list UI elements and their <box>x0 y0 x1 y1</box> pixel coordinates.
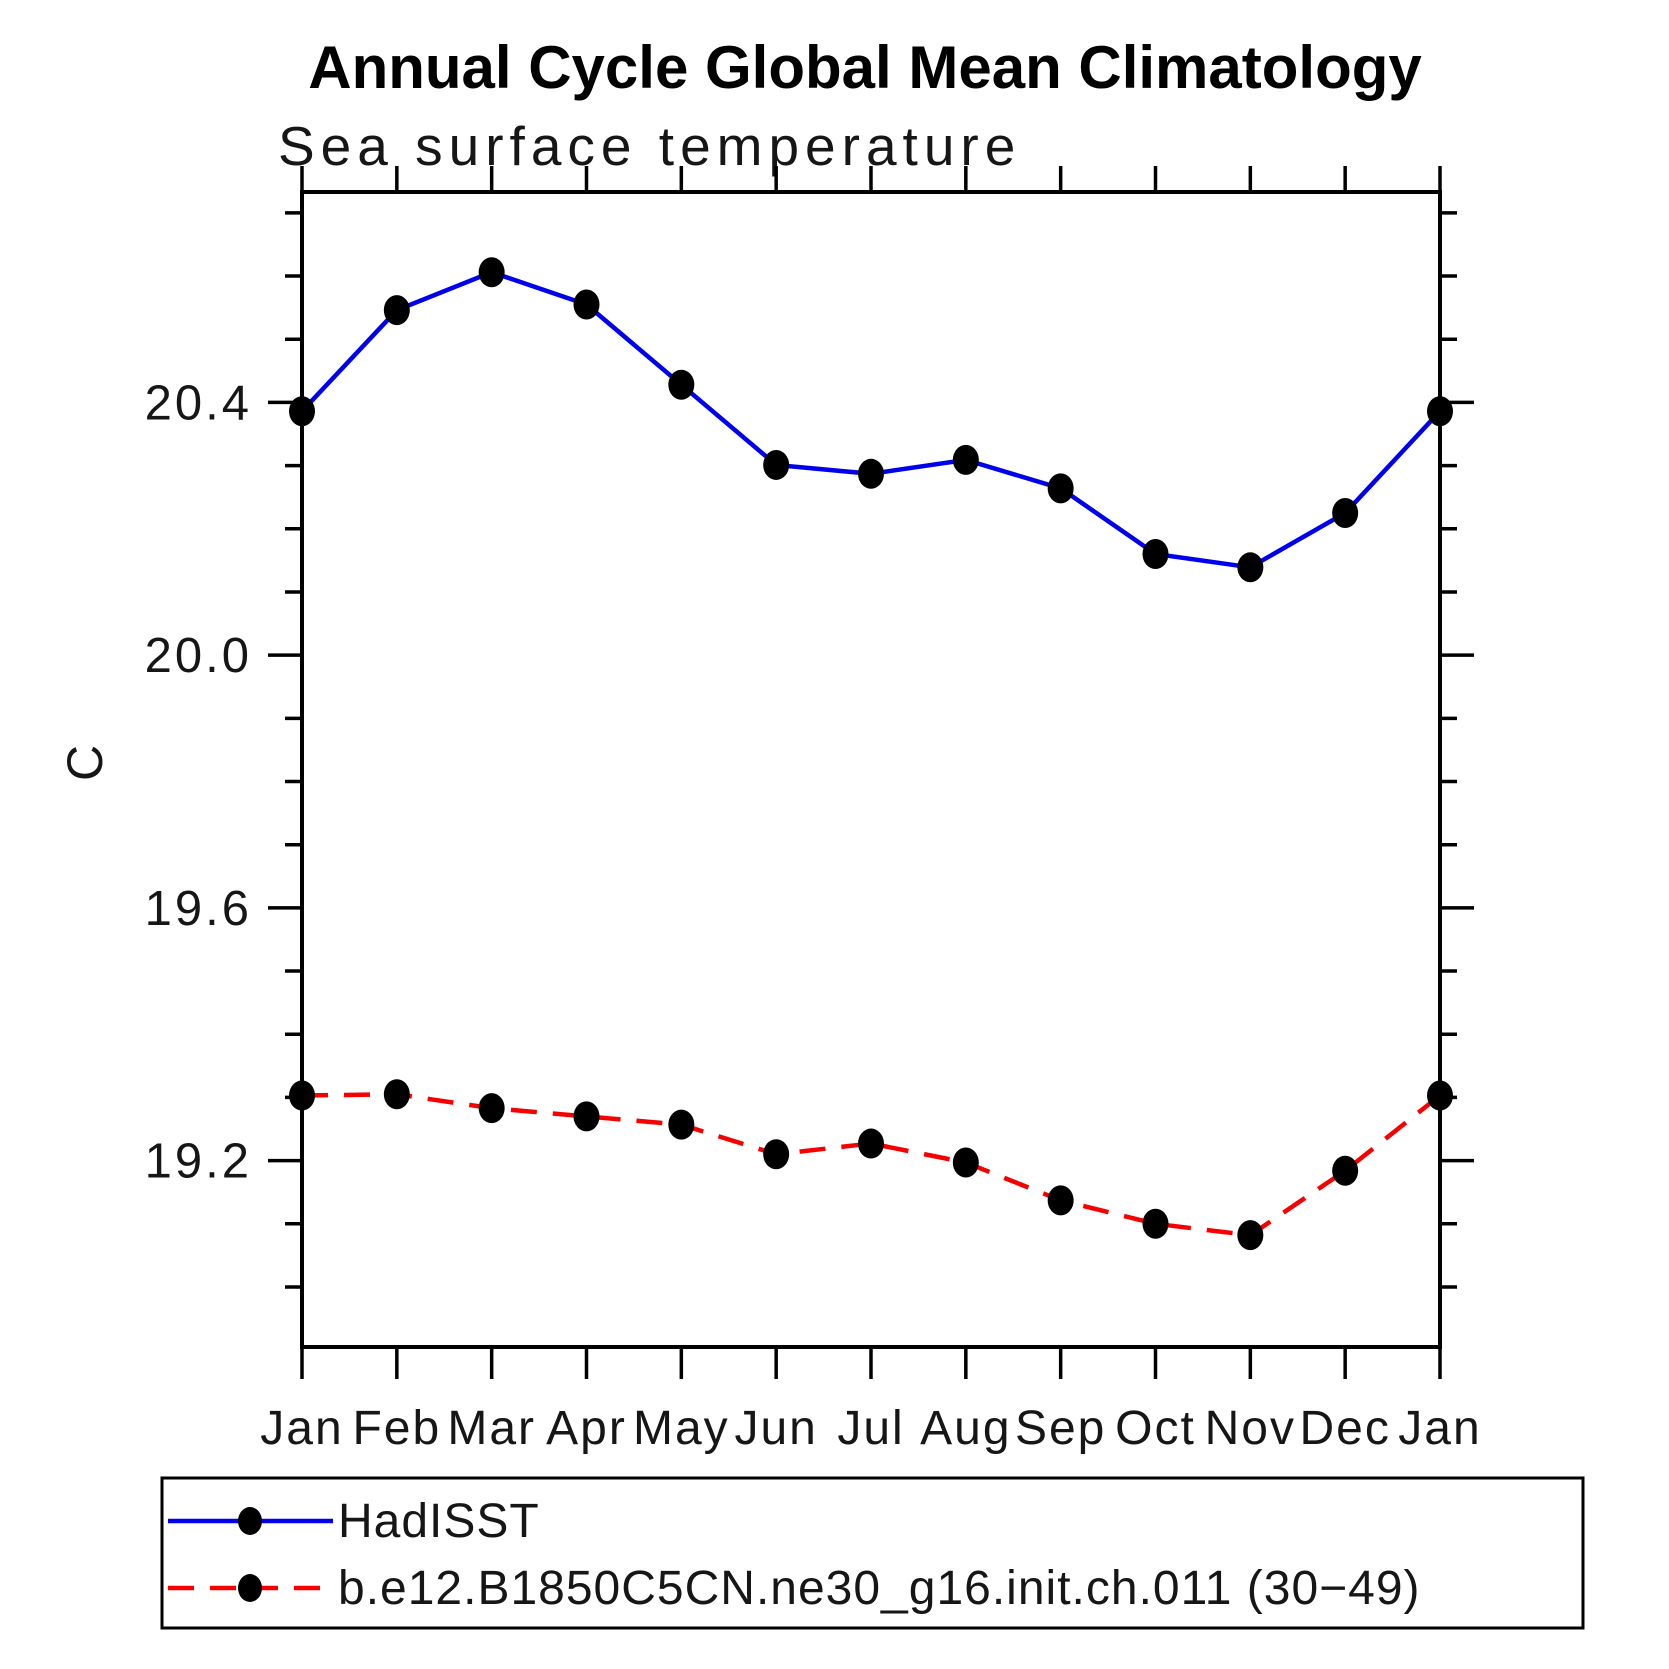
x-tick-label: Aug <box>920 1402 1011 1455</box>
x-tick-label: Oct <box>1115 1402 1196 1455</box>
y-tick-label: 19.2 <box>145 1135 252 1189</box>
data-point <box>763 1139 790 1170</box>
data-point <box>952 444 979 475</box>
chart-subtitle: Sea surface temperature <box>278 115 1021 177</box>
data-point <box>1332 1155 1359 1186</box>
series-line-model <box>301 1092 1442 1238</box>
data-point <box>478 257 505 288</box>
series-line-hadisst <box>300 269 1442 570</box>
data-point <box>1047 1185 1074 1216</box>
x-tick-label: Dec <box>1299 1402 1390 1455</box>
x-tick-label: May <box>633 1402 730 1455</box>
data-point <box>1332 497 1359 528</box>
x-tick-label: Feb <box>352 1402 441 1455</box>
x-tick-label: Mar <box>447 1402 536 1455</box>
data-point <box>478 1093 505 1124</box>
data-point <box>1237 552 1264 583</box>
y-tick-label: 20.4 <box>145 376 252 430</box>
data-point <box>289 396 315 427</box>
data-point <box>383 295 410 326</box>
legend-marker <box>238 1574 262 1602</box>
data-point <box>668 1109 695 1140</box>
data-point <box>858 458 884 489</box>
data-point <box>573 1101 600 1132</box>
data-point <box>1427 396 1453 427</box>
legend-label: b.e12.B1850C5CN.ne30_g16.init.ch.011 (30… <box>338 1562 1421 1615</box>
data-point <box>668 369 695 400</box>
data-point <box>1142 539 1169 570</box>
data-point <box>1237 1220 1264 1251</box>
x-tick-label: Jul <box>837 1402 904 1455</box>
data-point <box>1047 473 1074 504</box>
plot-box <box>300 190 1442 1349</box>
data-point <box>289 1080 315 1111</box>
x-tick-label: Apr <box>546 1402 627 1455</box>
x-tick-label: Jan <box>260 1402 343 1455</box>
data-point <box>383 1079 410 1110</box>
x-tick-label: Nov <box>1205 1402 1296 1455</box>
y-axis-title: C <box>57 743 113 781</box>
data-point <box>763 449 790 480</box>
chart-title: Annual Cycle Global Mean Climatology <box>308 34 1422 101</box>
data-point <box>952 1147 979 1178</box>
data-point <box>573 289 600 320</box>
data-point <box>1142 1208 1169 1239</box>
y-tick-label: 20.0 <box>145 629 252 683</box>
legend: HadISST b.e12.B1850C5CN.ne30_g16.init.ch.… <box>160 1476 1585 1630</box>
data-point <box>858 1128 884 1159</box>
legend-box <box>160 1476 1585 1630</box>
y-tick-label: 19.6 <box>145 882 252 936</box>
data-point <box>1427 1080 1453 1111</box>
legend-label: HadISST <box>338 1495 540 1548</box>
legend-marker <box>238 1507 262 1535</box>
x-tick-label: Jan <box>1398 1402 1481 1455</box>
x-tick-label: Sep <box>1015 1402 1106 1455</box>
x-tick-label: Jun <box>734 1402 817 1455</box>
